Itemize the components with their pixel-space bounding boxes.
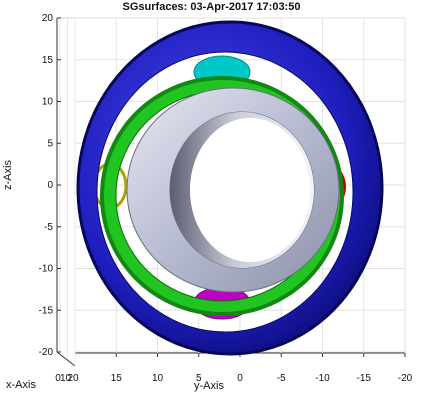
z-tick-label: 20: [42, 13, 54, 24]
center-hole: [190, 118, 310, 262]
x-tick-label: 0: [55, 373, 61, 384]
z-tick-label: -10: [39, 264, 54, 275]
x-axis-label: x-Axis: [6, 379, 36, 391]
z-tick-label: 5: [47, 138, 53, 149]
surfaces: [76, 20, 384, 356]
y-tick-label: 10: [152, 373, 164, 384]
y-axis-label: y-Axis: [194, 380, 224, 392]
y-ticks: 15 10 5 0 -5 -10 -15 -20: [111, 353, 413, 384]
x-tick-label: 10: [60, 373, 72, 384]
y-tick-label: -10: [315, 373, 330, 384]
chart-title: SGsurfaces: 03-Apr-2017 17:03:50: [122, 1, 301, 13]
z-tick-label: -20: [39, 347, 54, 358]
outer-ring-rim: [76, 20, 384, 356]
x-tick-label: 20: [67, 373, 79, 384]
z-axis-label: z-Axis: [2, 160, 14, 190]
z-tick-label: 0: [47, 180, 53, 191]
z-tick-label: -5: [44, 222, 53, 233]
y-tick-label: -20: [398, 373, 413, 384]
y-tick-label: 15: [111, 373, 123, 384]
z-tick-label: -15: [39, 305, 54, 316]
z-tick-label: 10: [42, 97, 54, 108]
axis-frame-depth: [56, 351, 76, 367]
y-tick-label: -5: [277, 373, 286, 384]
y-tick-label: -15: [357, 373, 372, 384]
y-tick-label: 0: [237, 373, 243, 384]
y-tick-label: 5: [196, 373, 202, 384]
z-ticks: 20 15 10 5 0 -5 -10 -15 -20: [39, 13, 61, 358]
z-tick-label: 15: [42, 55, 54, 66]
green-ring-edge: [100, 76, 344, 316]
